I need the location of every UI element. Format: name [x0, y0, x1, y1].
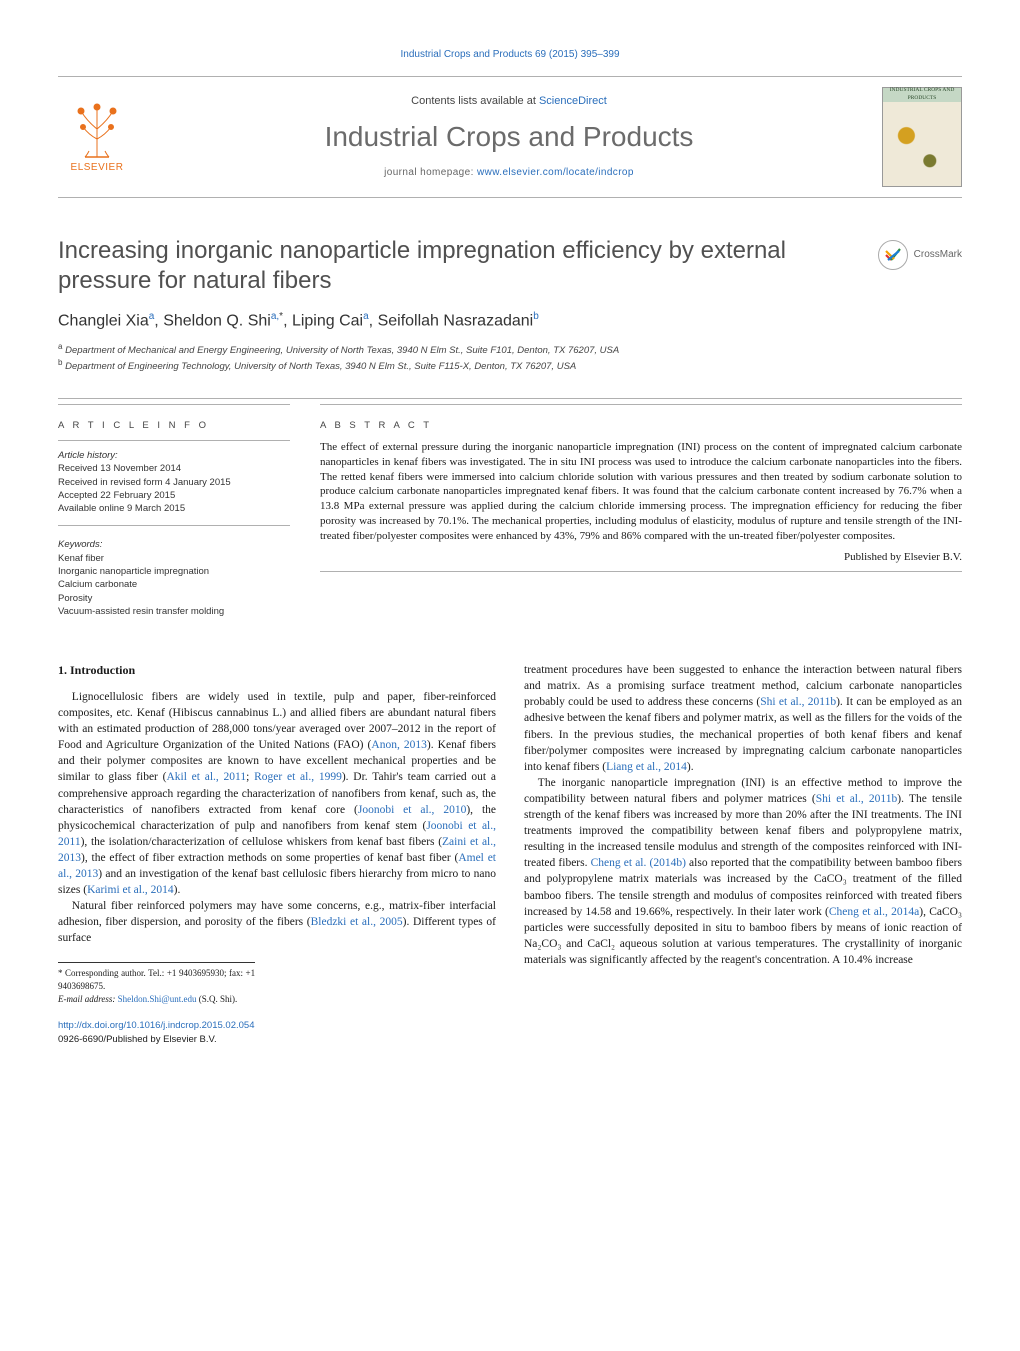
citation-link[interactable]: Cheng et al. (2014b) [591, 857, 686, 869]
doi-block: http://dx.doi.org/10.1016/j.indcrop.2015… [58, 1019, 962, 1046]
keywords-list: Kenaf fiberInorganic nanoparticle impreg… [58, 552, 290, 618]
history-line: Accepted 22 February 2015 [58, 489, 290, 502]
article-title: Increasing inorganic nanoparticle impreg… [58, 236, 962, 296]
body-paragraph: Lignocellulosic fibers are widely used i… [58, 689, 496, 898]
crossmark-label: CrossMark [914, 248, 962, 262]
journal-title: Industrial Crops and Products [150, 117, 868, 156]
citation-link[interactable]: Roger et al., 1999 [254, 771, 342, 783]
elsevier-wordmark: ELSEVIER [71, 161, 124, 175]
section-title: Introduction [70, 663, 135, 677]
body-paragraph: The inorganic nanoparticle impregnation … [524, 775, 962, 968]
section-number: 1. [58, 663, 67, 677]
citation-link[interactable]: Joonobi et al., 2011 [58, 820, 496, 848]
citation-link[interactable]: Amel et al., 2013 [58, 852, 496, 880]
issn-line: 0926-6690/Published by Elsevier B.V. [58, 1034, 217, 1045]
abstract-publisher: Published by Elsevier B.V. [320, 550, 962, 565]
keywords-label: Keywords: [58, 538, 290, 551]
keyword: Calcium carbonate [58, 578, 290, 591]
cover-caption: INDUSTRIAL CROPS AND PRODUCTS [883, 88, 961, 102]
article-history: Received 13 November 2014Received in rev… [58, 462, 290, 515]
journal-cover-thumbnail: INDUSTRIAL CROPS AND PRODUCTS [882, 87, 962, 187]
citation-link[interactable]: Karimi et al., 2014 [87, 884, 174, 896]
citation-link[interactable]: Anon, 2013 [371, 739, 427, 751]
corresp-email-link[interactable]: Sheldon.Shi@unt.edu [118, 994, 197, 1004]
affiliation-line: a Department of Mechanical and Energy En… [58, 341, 962, 357]
keyword: Kenaf fiber [58, 552, 290, 565]
masthead: ELSEVIER Contents lists available at Sci… [58, 76, 962, 198]
journal-homepage-link[interactable]: www.elsevier.com/locate/indcrop [477, 167, 634, 178]
abstract-heading: A B S T R A C T [320, 419, 962, 432]
citation-link[interactable]: Cheng et al., 2014a [829, 906, 919, 918]
article-info-block: A R T I C L E I N F O Article history: R… [58, 404, 290, 619]
elsevier-logo: ELSEVIER [58, 93, 136, 181]
keyword: Porosity [58, 592, 290, 605]
email-suffix: (S.Q. Shi). [196, 994, 237, 1004]
corresp-line: * Corresponding author. Tel.: +1 9403695… [58, 967, 255, 992]
crossmark-icon [878, 240, 908, 270]
running-head: Industrial Crops and Products 69 (2015) … [58, 48, 962, 62]
history-line: Received 13 November 2014 [58, 462, 290, 475]
article-info-heading: A R T I C L E I N F O [58, 419, 290, 432]
abstract-text: The effect of external pressure during t… [320, 440, 962, 544]
email-label: E-mail address: [58, 994, 118, 1004]
article-body: 1. Introduction Lignocellulosic fibers a… [58, 662, 962, 1005]
citation-link[interactable]: Bledzki et al., 2005 [311, 916, 403, 928]
contents-list-line: Contents lists available at ScienceDirec… [150, 94, 868, 109]
sciencedirect-link[interactable]: ScienceDirect [539, 95, 607, 107]
citation-link[interactable]: Shi et al., 2011b [816, 793, 898, 805]
history-line: Available online 9 March 2015 [58, 502, 290, 515]
citation-link[interactable]: Joonobi et al., 2010 [358, 804, 466, 816]
body-paragraph: treatment procedures have been suggested… [524, 662, 962, 775]
elsevier-tree-icon [67, 99, 127, 159]
cover-image-placeholder [883, 102, 961, 186]
abstract-block: A B S T R A C T The effect of external p… [320, 404, 962, 619]
affiliation-line: b Department of Engineering Technology, … [58, 357, 962, 373]
body-paragraph: Natural fiber reinforced polymers may ha… [58, 898, 496, 946]
citation-link[interactable]: Liang et al., 2014 [606, 761, 687, 773]
section-heading-1: 1. Introduction [58, 662, 496, 679]
keyword: Vacuum-assisted resin transfer molding [58, 605, 290, 618]
journal-homepage-line: journal homepage: www.elsevier.com/locat… [150, 166, 868, 180]
citation-link[interactable]: Akil et al., 2011 [166, 771, 246, 783]
author-list: Changlei Xiaa, Sheldon Q. Shia,*, Liping… [58, 310, 962, 333]
crossmark-badge[interactable]: CrossMark [878, 240, 962, 270]
citation-link[interactable]: Shi et al., 2011b [760, 696, 836, 708]
keyword: Inorganic nanoparticle impregnation [58, 565, 290, 578]
history-line: Received in revised form 4 January 2015 [58, 476, 290, 489]
homepage-prefix: journal homepage: [384, 167, 477, 178]
corresponding-footnote: * Corresponding author. Tel.: +1 9403695… [58, 962, 255, 1005]
doi-link[interactable]: http://dx.doi.org/10.1016/j.indcrop.2015… [58, 1020, 254, 1031]
history-label: Article history: [58, 450, 118, 461]
contents-prefix: Contents lists available at [411, 95, 539, 107]
affiliations: a Department of Mechanical and Energy En… [58, 341, 962, 374]
citation-link[interactable]: Zaini et al., 2013 [58, 836, 496, 864]
